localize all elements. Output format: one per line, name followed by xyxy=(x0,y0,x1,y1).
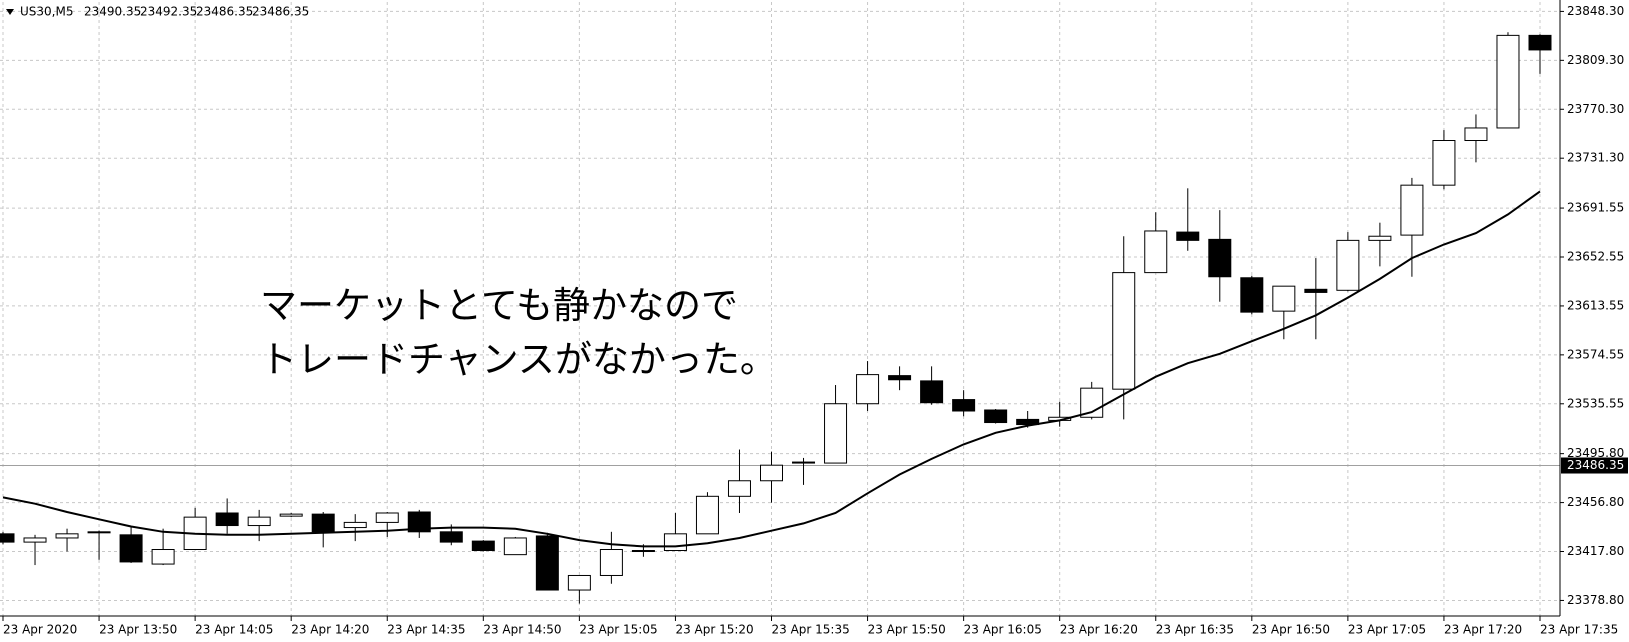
candle-body xyxy=(1208,238,1232,278)
candle-body xyxy=(984,409,1008,424)
candle-body xyxy=(824,403,848,464)
x-tick-label: 23 Apr 15:50 xyxy=(868,623,946,637)
candle-body xyxy=(119,534,143,563)
candle-body xyxy=(920,380,944,404)
candle-body xyxy=(631,550,655,553)
x-tick-label: 23 Apr 17:35 xyxy=(1540,623,1618,637)
x-tick-label: 23 Apr 14:35 xyxy=(387,623,465,637)
candle-body xyxy=(856,374,880,405)
y-tick-label: 23417.80 xyxy=(1567,544,1624,558)
candle-body xyxy=(0,533,15,543)
y-tick-label: 23378.80 xyxy=(1567,593,1624,607)
x-tick-label: 23 Apr 16:35 xyxy=(1156,623,1234,637)
y-tick-label: 23613.55 xyxy=(1567,298,1624,312)
x-tick-label: 23 Apr 15:20 xyxy=(675,623,753,637)
candle-body xyxy=(727,480,751,497)
annotation-line: マーケットとても静かなので xyxy=(260,284,738,327)
candle-body xyxy=(760,464,783,482)
x-tick-label: 23 Apr 16:20 xyxy=(1060,623,1138,637)
x-tick-label: 23 Apr 14:50 xyxy=(483,623,561,637)
x-tick-label: 23 Apr 14:20 xyxy=(291,623,369,637)
y-tick-label: 23495.80 xyxy=(1567,446,1624,460)
candle-body xyxy=(279,513,303,517)
candle-body xyxy=(1240,277,1264,313)
menu-icon[interactable] xyxy=(6,9,14,15)
candle-body xyxy=(1432,140,1456,186)
candle-body xyxy=(1272,285,1296,312)
candle-body xyxy=(535,535,559,591)
candle-body xyxy=(311,513,335,533)
y-tick-label: 23574.55 xyxy=(1567,347,1624,361)
annotation-line: トレードチャンスがなかった。 xyxy=(260,338,777,381)
candle-body xyxy=(1528,34,1552,51)
y-tick-label: 23731.30 xyxy=(1567,151,1624,165)
candle-body xyxy=(1176,231,1200,241)
x-tick-label: 23 Apr 17:20 xyxy=(1444,623,1522,637)
candle-body xyxy=(439,531,463,543)
candle-body xyxy=(87,531,111,534)
candle-body xyxy=(1368,235,1392,241)
candle-body xyxy=(1400,184,1424,236)
y-tick-label: 23848.30 xyxy=(1567,4,1624,18)
x-tick-label: 23 Apr 15:05 xyxy=(579,623,657,637)
candle-body xyxy=(888,375,912,381)
ohlc-1: 23492.35 xyxy=(140,5,197,19)
candle-body xyxy=(215,512,239,527)
candle-body xyxy=(151,549,175,565)
candle-body xyxy=(247,516,271,527)
candle-body xyxy=(503,537,527,556)
candle-body xyxy=(599,549,623,576)
candle-body xyxy=(1304,288,1328,293)
x-tick-label: 23 Apr 16:05 xyxy=(964,623,1042,637)
candle-body xyxy=(695,495,719,535)
x-tick-label: 23 Apr 13:50 xyxy=(99,623,177,637)
candle-body xyxy=(471,540,495,552)
ohlc-2: 23486.35 xyxy=(196,5,253,19)
x-tick-label: 23 Apr 17:05 xyxy=(1348,623,1426,637)
candle-body xyxy=(375,512,399,523)
current-price-label: 23486.35 xyxy=(1567,458,1624,472)
candle-body xyxy=(1496,34,1520,129)
candle-body xyxy=(23,537,47,543)
moving-average xyxy=(2,190,1541,548)
candle-body xyxy=(343,521,367,529)
y-tick-label: 23770.30 xyxy=(1567,102,1624,116)
candle-body xyxy=(1016,418,1040,426)
y-tick-label: 23456.80 xyxy=(1567,495,1624,509)
candle-body xyxy=(663,533,687,552)
x-tick-label: 23 Apr 16:50 xyxy=(1252,623,1330,637)
candle-body xyxy=(1112,272,1136,390)
candle-body xyxy=(952,399,976,412)
y-tick-label: 23691.55 xyxy=(1567,201,1624,215)
candle-body xyxy=(1464,127,1488,142)
candle-body xyxy=(55,533,79,539)
y-tick-label: 23809.30 xyxy=(1567,53,1624,67)
x-tick-label: 23 Apr 2020 xyxy=(3,623,77,637)
ohlc-3: 23486.35 xyxy=(252,5,309,19)
current-price-box xyxy=(1561,457,1628,474)
candle-body xyxy=(1144,230,1168,274)
y-tick-label: 23652.55 xyxy=(1567,249,1624,263)
x-tick-label: 23 Apr 14:05 xyxy=(195,623,273,637)
candle-body xyxy=(792,461,816,464)
x-tick-label: 23 Apr 15:35 xyxy=(772,623,850,637)
candle-body xyxy=(567,574,591,591)
candle-body xyxy=(407,511,431,533)
y-tick-label: 23535.55 xyxy=(1567,396,1624,410)
ohlc-0: 23490.35 xyxy=(84,5,141,19)
symbol: US30,M5 xyxy=(20,5,73,19)
candle-body xyxy=(1336,239,1360,291)
